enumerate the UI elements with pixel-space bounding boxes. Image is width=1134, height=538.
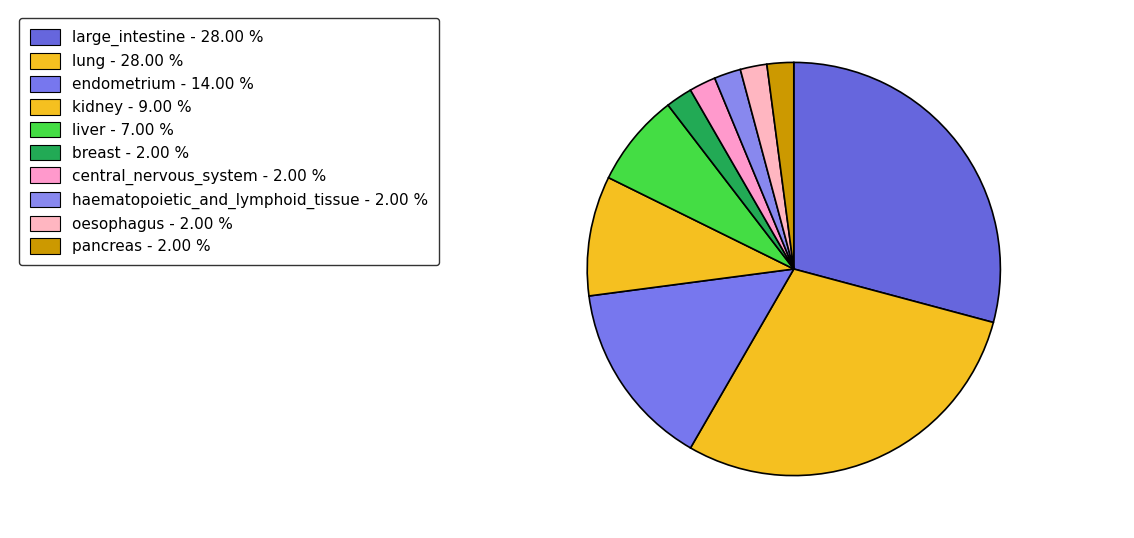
Wedge shape <box>691 269 993 476</box>
Wedge shape <box>691 78 794 269</box>
Wedge shape <box>794 62 1000 322</box>
Wedge shape <box>714 69 794 269</box>
Wedge shape <box>767 62 794 269</box>
Legend: large_intestine - 28.00 %, lung - 28.00 %, endometrium - 14.00 %, kidney - 9.00 : large_intestine - 28.00 %, lung - 28.00 … <box>19 18 439 265</box>
Wedge shape <box>668 90 794 269</box>
Wedge shape <box>741 64 794 269</box>
Wedge shape <box>589 269 794 448</box>
Wedge shape <box>587 178 794 296</box>
Wedge shape <box>609 105 794 269</box>
